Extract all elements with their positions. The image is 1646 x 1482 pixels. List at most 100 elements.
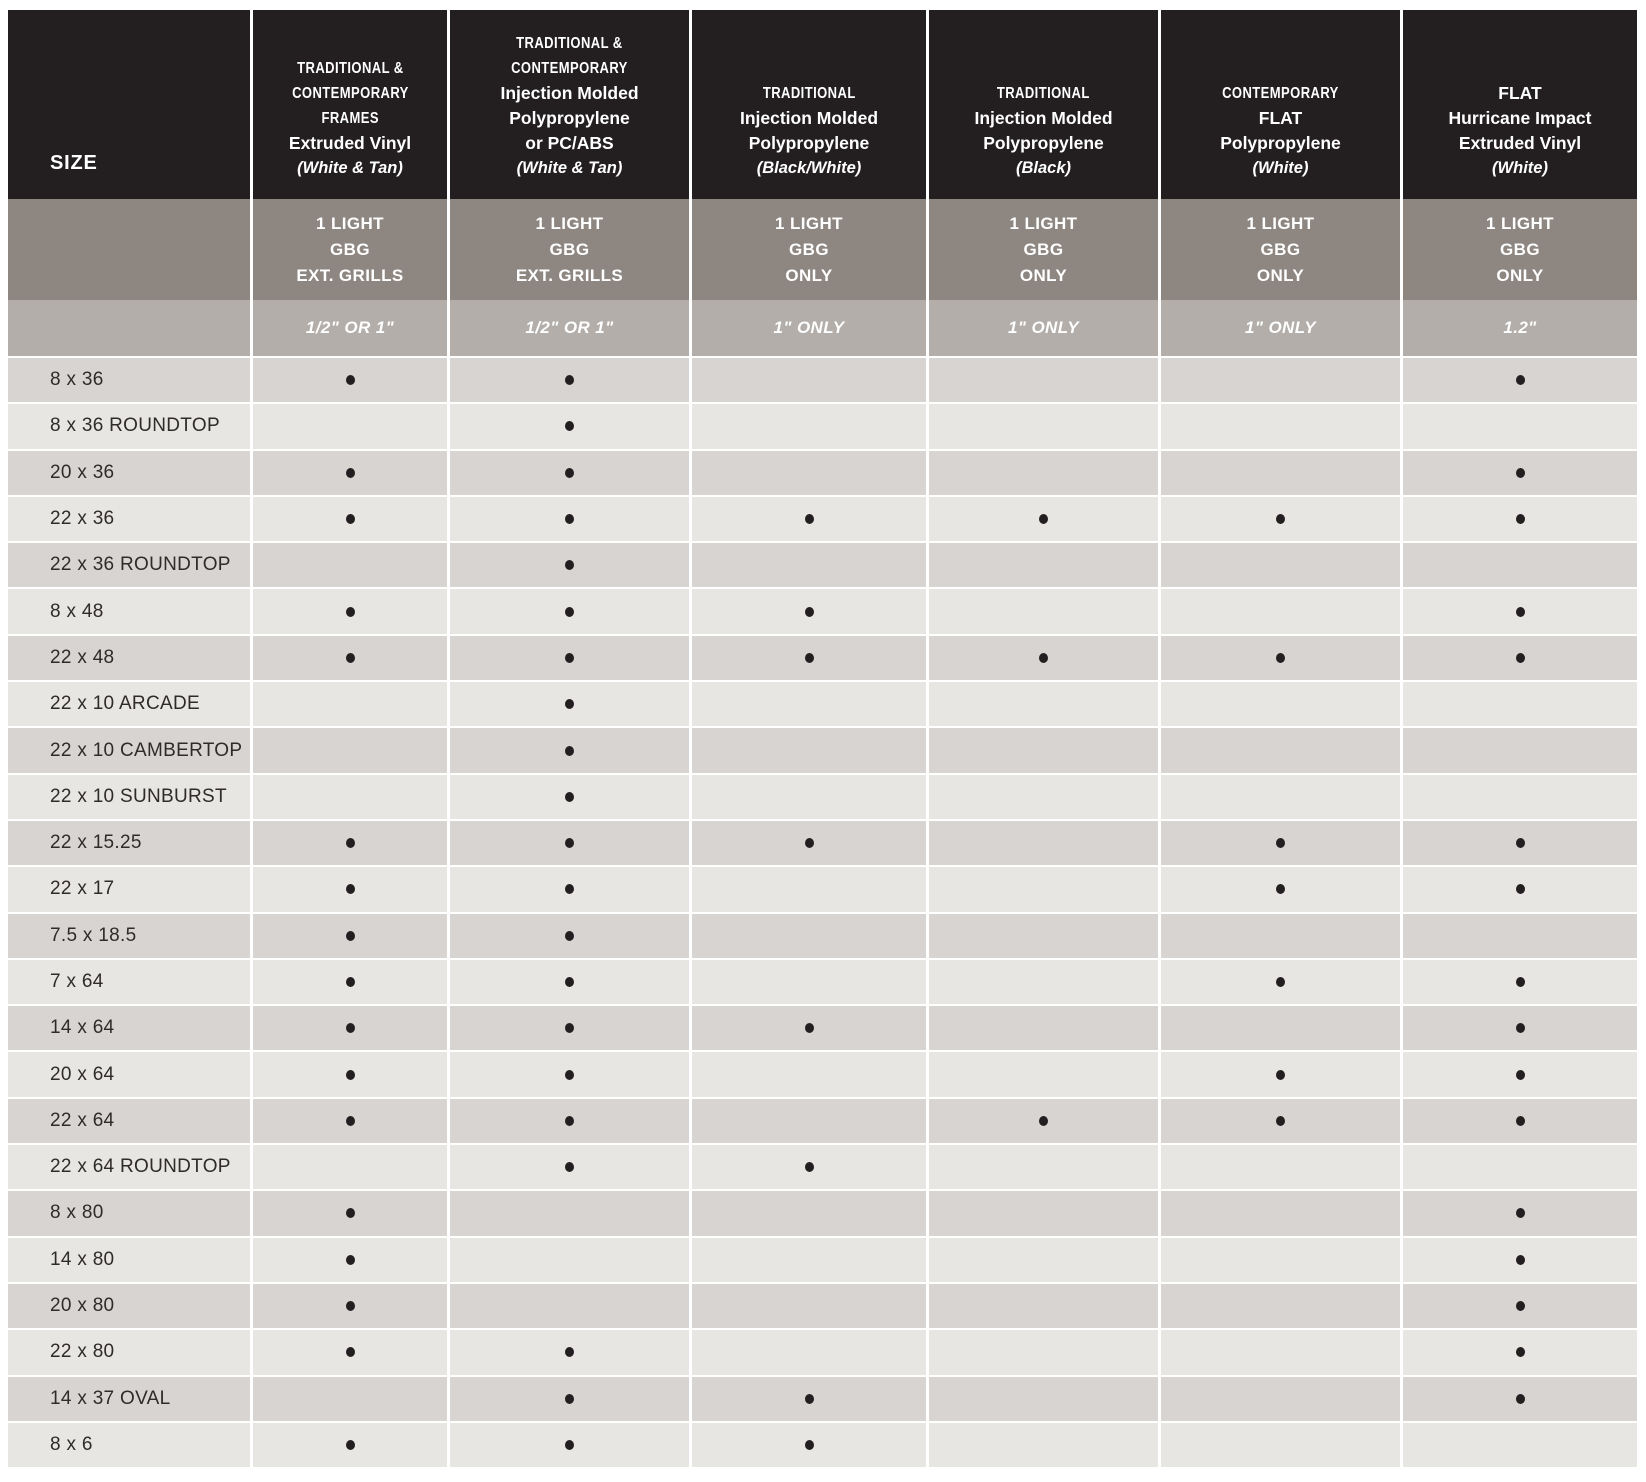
availability-dot (1276, 838, 1285, 849)
availability-dot (565, 467, 574, 478)
availability-dot (1515, 652, 1525, 663)
availability-dot (345, 467, 355, 478)
table-row: 20 x 36 (8, 450, 1637, 495)
light-config-line: 1 LIGHT (1486, 213, 1554, 233)
availability-cell (1161, 1006, 1400, 1051)
availability-dot (1515, 977, 1525, 987)
availability-cell (450, 1422, 689, 1468)
availability-cell (692, 1422, 926, 1468)
availability-dot (804, 1393, 814, 1404)
table-row: 7.5 x 18.5 (8, 913, 1637, 958)
availability-cell (1161, 959, 1400, 1005)
availability-cell (929, 1191, 1158, 1236)
row-size-label: 20 x 64 (8, 1052, 250, 1097)
availability-cell (929, 1237, 1158, 1282)
availability-dot (1515, 838, 1525, 849)
availability-cell (450, 913, 689, 958)
grill-bar-size-cell: 1/2" OR 1" (253, 300, 447, 356)
availability-dot (345, 606, 355, 617)
availability-dot (565, 1023, 574, 1034)
header-name-line: FLAT (1498, 83, 1542, 103)
header-family-line: CONTEMPORARY (1222, 85, 1339, 102)
availability-cell (929, 496, 1158, 542)
availability-cell (692, 543, 926, 588)
header-finish-note: (White & Tan) (297, 159, 403, 177)
grill-bar-size-cell: 1/2" OR 1" (450, 300, 689, 356)
availability-cell (253, 1006, 447, 1051)
light-config-line: 1 LIGHT (1009, 213, 1078, 233)
availability-cell (1161, 728, 1400, 773)
availability-cell (1403, 404, 1637, 449)
size-column-header: SIZE (8, 10, 250, 199)
light-config-line: GBG (789, 239, 829, 259)
availability-cell (450, 820, 689, 866)
availability-cell (929, 1422, 1158, 1468)
availability-dot (804, 1023, 814, 1034)
availability-cell (253, 589, 447, 634)
availability-cell (929, 913, 1158, 958)
availability-cell (253, 1330, 447, 1375)
availability-cell (1403, 1422, 1637, 1468)
availability-cell (1161, 1237, 1400, 1282)
table-row: 20 x 80 (8, 1283, 1637, 1329)
row-size-label: 14 x 80 (8, 1237, 250, 1282)
availability-dot (1515, 606, 1525, 617)
availability-dot (1276, 977, 1285, 987)
availability-cell (692, 867, 926, 912)
availability-cell (929, 1330, 1158, 1375)
availability-cell (692, 450, 926, 495)
availability-cell (1161, 1191, 1400, 1236)
availability-cell (450, 774, 689, 819)
availability-dot (1515, 1254, 1525, 1265)
light-config-line: 1 LIGHT (775, 213, 843, 233)
availability-cell (692, 682, 926, 727)
size-header-label: SIZE (50, 152, 98, 174)
table-row: 8 x 80 (8, 1191, 1637, 1236)
row-size-label: 22 x 17 (8, 867, 250, 912)
availability-dot (565, 977, 574, 987)
availability-cell (929, 450, 1158, 495)
table-row: 8 x 48 (8, 589, 1637, 634)
availability-cell (253, 1191, 447, 1236)
header-name-line: Hurricane Impact (1448, 108, 1592, 128)
availability-dot (565, 1347, 574, 1358)
availability-cell (1161, 1376, 1400, 1421)
header-name-line: Polypropylene (983, 133, 1104, 153)
availability-cell (1161, 867, 1400, 912)
header-finish-note: (Black/White) (756, 159, 862, 177)
grill-bar-size-cell-empty (8, 300, 250, 356)
availability-cell (692, 1376, 926, 1421)
availability-cell (929, 820, 1158, 866)
availability-cell (253, 404, 447, 449)
availability-dot (345, 1069, 355, 1080)
availability-cell (929, 1098, 1158, 1144)
header-finish-note: (White & Tan) (516, 159, 623, 177)
header-name-line: Injection Molded (974, 108, 1113, 128)
light-config-line: GBG (549, 239, 590, 259)
light-config-line: EXT. GRILLS (515, 265, 624, 285)
light-config-line: GBG (1023, 239, 1064, 259)
availability-dot (1515, 467, 1525, 478)
table-row: 8 x 36 ROUNDTOP (8, 404, 1637, 449)
availability-cell (450, 1330, 689, 1375)
table-row: 22 x 64 ROUNDTOP (8, 1145, 1637, 1190)
grille-size-availability-sheet: SIZE TRADITIONAL & CONTEMPORARY FRAMES Extr… (8, 10, 1637, 1468)
row-size-label: 22 x 36 (8, 496, 250, 542)
availability-cell (450, 867, 689, 912)
light-config-line: GBG (1260, 239, 1301, 259)
availability-cell (1403, 1098, 1637, 1144)
header-family-line: CONTEMPORARY (511, 60, 628, 77)
availability-cell (450, 682, 689, 727)
availability-cell (1161, 1052, 1400, 1097)
availability-cell (929, 404, 1158, 449)
column-header: FLAT Hurricane Impact Extruded Vinyl (White… (1403, 10, 1637, 199)
availability-dot (565, 1162, 574, 1173)
light-config-cell-empty (8, 199, 250, 300)
availability-cell (1161, 1145, 1400, 1190)
table-row: 22 x 10 CAMBERTOP (8, 728, 1637, 773)
availability-cell (450, 1237, 689, 1282)
availability-dot (1039, 1115, 1048, 1126)
availability-dot (1276, 884, 1285, 895)
availability-cell (1403, 543, 1637, 588)
availability-cell (450, 450, 689, 495)
